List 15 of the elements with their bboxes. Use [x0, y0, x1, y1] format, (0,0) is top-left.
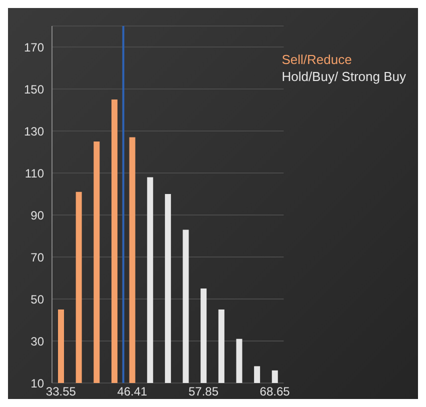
y-tick-label: 110	[24, 166, 44, 180]
text: Sell/Reduce	[282, 52, 353, 67]
x-tick-label: 46.41	[117, 384, 148, 399]
y-tick-label: 50	[30, 292, 44, 306]
x-tick-label: 33.55	[46, 384, 76, 399]
x-tick-label: 68.65	[260, 384, 290, 399]
y-tick-label: 70	[30, 250, 44, 264]
y-tick-label: 150	[24, 82, 44, 96]
y-tick-label: 170	[24, 40, 44, 54]
y-tick-label: 90	[30, 208, 44, 222]
y-tick-label: 30	[30, 334, 44, 348]
y-tick-label: 10	[30, 376, 44, 390]
x-tick-label: 57.85	[188, 384, 219, 399]
text: Hold/Buy/ Strong Buy	[282, 69, 406, 84]
y-tick-label: 130	[24, 124, 44, 138]
